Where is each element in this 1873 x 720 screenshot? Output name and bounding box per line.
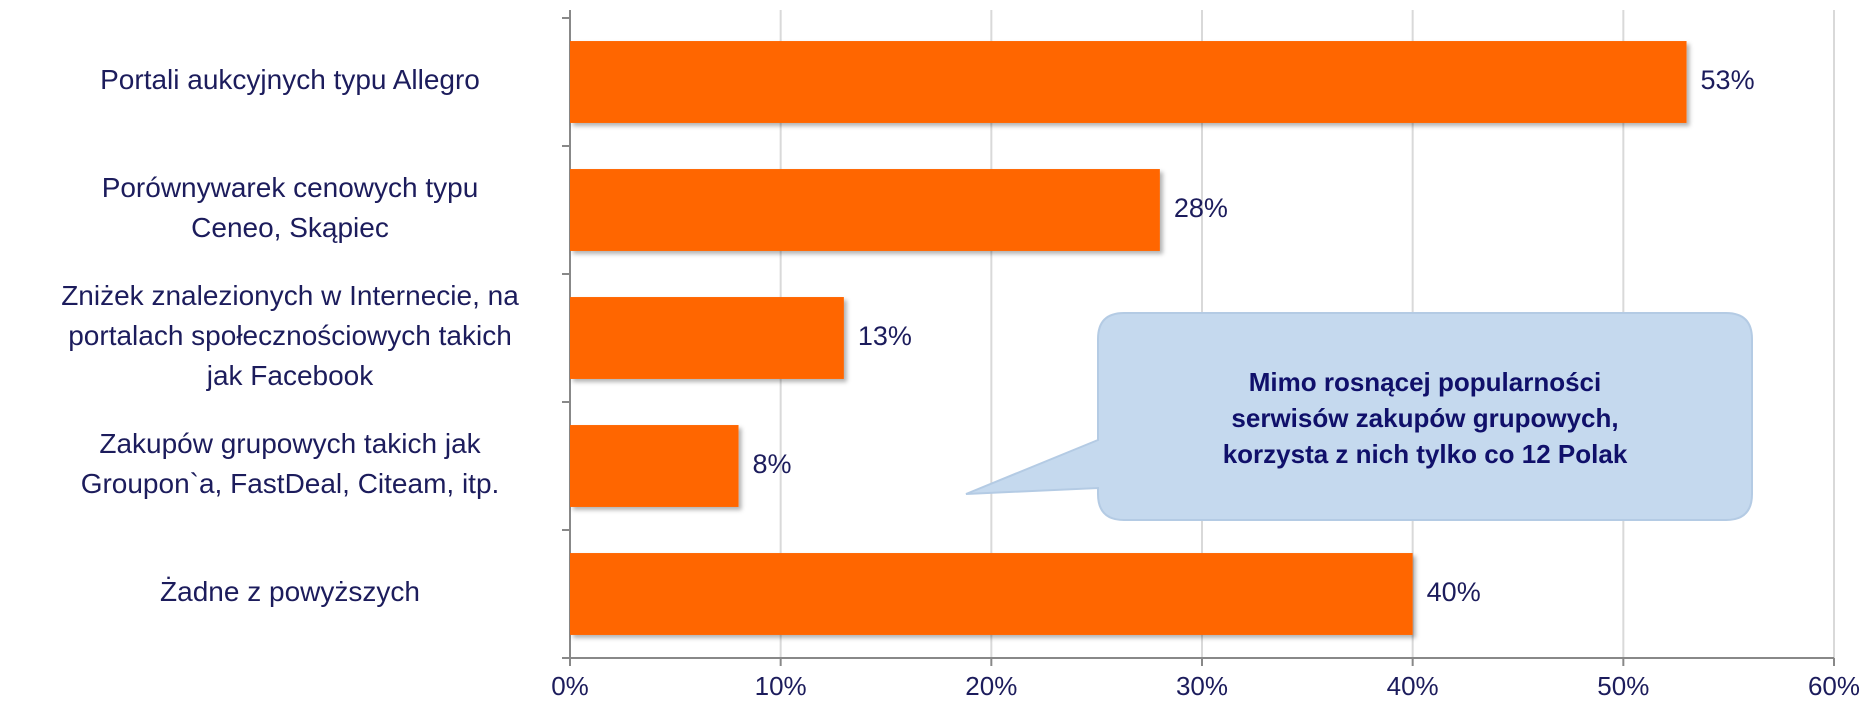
x-tick-label: 40% — [1387, 671, 1439, 701]
value-label: 13% — [858, 321, 912, 351]
bar — [570, 425, 739, 507]
y-tick-label: Zakupów grupowych takich jak Groupon`a, F… — [81, 428, 500, 499]
x-tick-label: 60% — [1808, 671, 1860, 701]
x-tick-label: 30% — [1176, 671, 1228, 701]
x-tick-label: 10% — [755, 671, 807, 701]
callout — [965, 312, 1753, 521]
bar — [570, 169, 1160, 251]
y-tick-label: Zniżek znalezionych w Internecie, na port… — [61, 280, 519, 391]
annotation: Mimo rosnącej popularności serwisów zakup… — [1223, 367, 1628, 469]
x-tick-label: 20% — [965, 671, 1017, 701]
bar — [570, 297, 844, 379]
value-label: 53% — [1701, 65, 1755, 95]
value-label: 8% — [753, 449, 792, 479]
x-tick-label: 50% — [1597, 671, 1649, 701]
bar — [570, 41, 1687, 123]
x-tick-label: 0% — [551, 671, 589, 701]
y-tick-label: Porównywarek cenowych typu Ceneo, Skąpiec — [102, 172, 479, 243]
y-tick-label: Żadne z powyższych — [160, 576, 420, 607]
value-label: 28% — [1174, 193, 1228, 223]
bar — [570, 553, 1413, 635]
value-label: 40% — [1427, 577, 1481, 607]
y-tick-label: Portali aukcyjnych typu Allegro — [100, 64, 480, 95]
